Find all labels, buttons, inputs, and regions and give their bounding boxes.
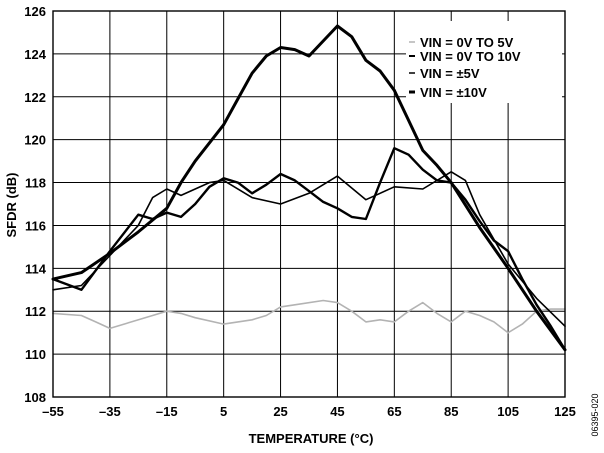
series-line-vin-0v-to-5v bbox=[52, 299, 566, 334]
legend: VIN = 0V TO 5V VIN = 0V TO 10V VIN = ±5V… bbox=[406, 21, 562, 103]
y-tick-label: 114 bbox=[25, 261, 47, 276]
y-tick-label: 112 bbox=[25, 304, 46, 319]
series-lines bbox=[51, 24, 567, 352]
x-tick-label: –35 bbox=[99, 404, 121, 419]
x-tick-label: 45 bbox=[330, 404, 344, 419]
x-axis-tick-labels: –55 –35 –15 5 25 45 65 85 105 125 bbox=[42, 404, 576, 419]
y-axis-title: SFDR (dB) bbox=[4, 173, 19, 238]
legend-label-vin-0v-to-5v: VIN = 0V TO 5V bbox=[420, 35, 514, 50]
x-tick-label: –15 bbox=[156, 404, 178, 419]
y-tick-label: 124 bbox=[24, 47, 46, 62]
series-line-vin-0v-to-10v bbox=[51, 147, 567, 351]
x-tick-label: 125 bbox=[554, 404, 576, 419]
x-tick-label: 105 bbox=[497, 404, 519, 419]
plot-frame bbox=[52, 10, 566, 398]
y-tick-label: 110 bbox=[25, 347, 46, 362]
y-tick-label: 120 bbox=[24, 133, 46, 148]
y-axis-tick-labels: 108 110 112 114 116 118 120 122 124 126 bbox=[24, 4, 46, 405]
y-tick-label: 116 bbox=[25, 218, 46, 233]
legend-label-vin-pm5v: VIN = ±5V bbox=[420, 66, 480, 81]
x-tick-label: 5 bbox=[220, 404, 227, 419]
y-tick-label: 122 bbox=[24, 90, 46, 105]
series-line-vin-pm10v bbox=[51, 24, 567, 352]
x-tick-label: 85 bbox=[444, 404, 458, 419]
x-tick-label: 65 bbox=[387, 404, 401, 419]
legend-label-vin-0v-to-10v: VIN = 0V TO 10V bbox=[420, 49, 521, 64]
x-axis-title: TEMPERATURE (°C) bbox=[249, 431, 374, 446]
legend-label-vin-pm10v: VIN = ±10V bbox=[420, 85, 487, 100]
figure-id: 06395-020 bbox=[590, 393, 600, 436]
y-tick-label: 126 bbox=[24, 4, 46, 19]
x-tick-label: –55 bbox=[42, 404, 64, 419]
legend-background bbox=[406, 21, 562, 103]
y-tick-label: 108 bbox=[24, 390, 46, 405]
y-tick-label: 118 bbox=[25, 176, 46, 191]
x-tick-label: 25 bbox=[273, 404, 287, 419]
series-line-vin-pm5v bbox=[52, 171, 566, 327]
